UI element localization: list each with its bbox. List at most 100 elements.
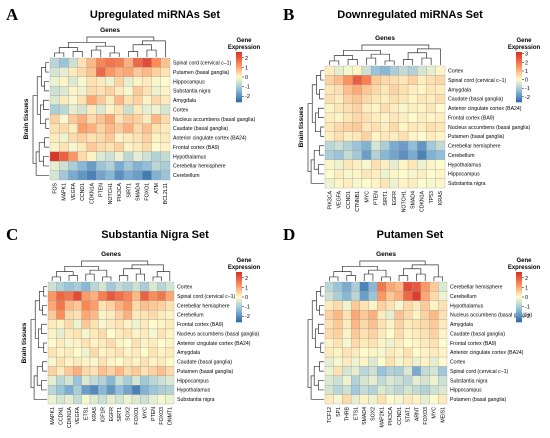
heatmap-cell (371, 84, 381, 95)
legend-gradient-step (236, 288, 242, 290)
heatmap-cell (368, 328, 378, 339)
legend-gradient-step (236, 94, 242, 97)
legend-gradient-step (516, 280, 522, 283)
heatmap-cell (429, 310, 439, 320)
heatmap-cell (371, 122, 381, 132)
heatmap-cell (47, 328, 57, 339)
dendrogram-branch (39, 291, 44, 311)
heatmap-cell (142, 142, 152, 152)
heatmap-cell (324, 150, 335, 160)
legend-gradient-step (516, 80, 522, 83)
heatmap-cell (64, 366, 74, 376)
legend-gradient-step (516, 58, 522, 60)
dendrogram-branch (68, 275, 78, 281)
heatmap-cell (47, 385, 57, 395)
heatmap-cell (115, 394, 124, 405)
dendrogram-branch (313, 366, 320, 386)
heatmap-cell (438, 347, 448, 358)
heatmap-cell (359, 319, 369, 330)
heatmap-cell (368, 375, 378, 386)
legend-tick-label: 3 (525, 52, 528, 58)
row-label: Nucleus accumbens (basal ganglia) (173, 117, 255, 123)
heatmap-cell (398, 75, 409, 85)
column-label: SIRT1 (383, 191, 389, 206)
legend-gradient-step (516, 65, 522, 68)
heatmap-cell (160, 57, 171, 68)
heatmap-cell (105, 132, 115, 143)
heatmap-cell (343, 84, 353, 95)
heatmap-cell (68, 170, 78, 181)
heatmap-cell (324, 375, 334, 386)
heatmap-cell (342, 319, 352, 330)
heatmap-cell (73, 328, 82, 339)
heatmap-cell (407, 159, 418, 170)
legend-gradient-step (236, 287, 242, 289)
heatmap-cell (324, 291, 334, 301)
heatmap-cell (403, 366, 413, 376)
heatmap-cell (420, 281, 430, 292)
heatmap-cell (380, 150, 390, 160)
heatmap-cell (64, 300, 74, 311)
legend-gradient-step (516, 292, 522, 294)
heatmap-cell (142, 132, 152, 143)
heatmap-cell (68, 95, 78, 106)
heatmap-cell (140, 375, 149, 386)
heatmap-cell (131, 394, 141, 405)
heatmap-cell (342, 394, 352, 405)
heatmap-cell (352, 84, 363, 95)
heatmap-cell (324, 84, 335, 95)
heatmap-cell (114, 142, 124, 152)
heatmap-cell (429, 394, 439, 405)
legend-gradient-step (236, 97, 242, 99)
heatmap-cell (165, 281, 175, 292)
heatmap-cell (411, 328, 422, 339)
heatmap-cell (123, 356, 133, 367)
heatmap-cell (56, 319, 65, 330)
heatmap-cell (114, 86, 124, 96)
heatmap-cell (56, 347, 65, 358)
heatmap-cell (438, 356, 448, 367)
heatmap-cell (426, 131, 436, 142)
heatmap-cell (47, 310, 57, 320)
dendrogram-branch (329, 60, 340, 65)
heatmap-cell (115, 338, 124, 348)
column-label: VEGFA (71, 182, 77, 200)
column-label: SIRT1 (126, 183, 132, 198)
heatmap-cell (411, 356, 422, 367)
column-label: DNMT1 (168, 407, 174, 425)
heatmap-cell (342, 366, 352, 376)
legend-gradient-step (236, 80, 242, 83)
column-label: VEGFA (337, 190, 343, 208)
panel-title: Putamen Set (377, 229, 444, 241)
heatmap-cell (429, 366, 439, 376)
heatmap-cell (350, 356, 361, 367)
heatmap-cell (49, 161, 60, 171)
column-label: SMAD4 (362, 407, 368, 425)
heatmap-cell (368, 394, 378, 405)
heatmap-cell (435, 94, 446, 104)
heatmap-cell (89, 319, 99, 330)
heatmap-cell (438, 310, 448, 320)
heatmap-cell (142, 95, 152, 106)
dendrogram-branch (310, 375, 324, 400)
legend-tick-label: 0 (245, 75, 248, 81)
dendrogram-branch (319, 145, 324, 156)
heatmap-cell (64, 394, 74, 405)
legend-gradient-step (516, 279, 522, 282)
legend-tick-label: -2 (525, 314, 530, 320)
heatmap-cell (115, 281, 124, 292)
heatmap-cell (106, 281, 116, 292)
heatmap-cell (359, 356, 369, 367)
heatmap-cell (59, 170, 69, 181)
legend-gradient-step (236, 92, 242, 94)
heatmap-cell (106, 338, 116, 348)
heatmap-cell (350, 385, 361, 395)
dendrogram-branch (307, 103, 313, 172)
heatmap-cell (359, 328, 369, 339)
legend-gradient-step (236, 93, 242, 95)
heatmap-panel-b: B Downregulated miRNAs Set Genes Brain tiss… (283, 5, 541, 212)
dendrogram-branch (43, 99, 49, 110)
row-label: Cerebellar hemisphere (177, 303, 230, 309)
heatmap-cell (77, 76, 88, 87)
legend-gradient-step (236, 65, 242, 68)
